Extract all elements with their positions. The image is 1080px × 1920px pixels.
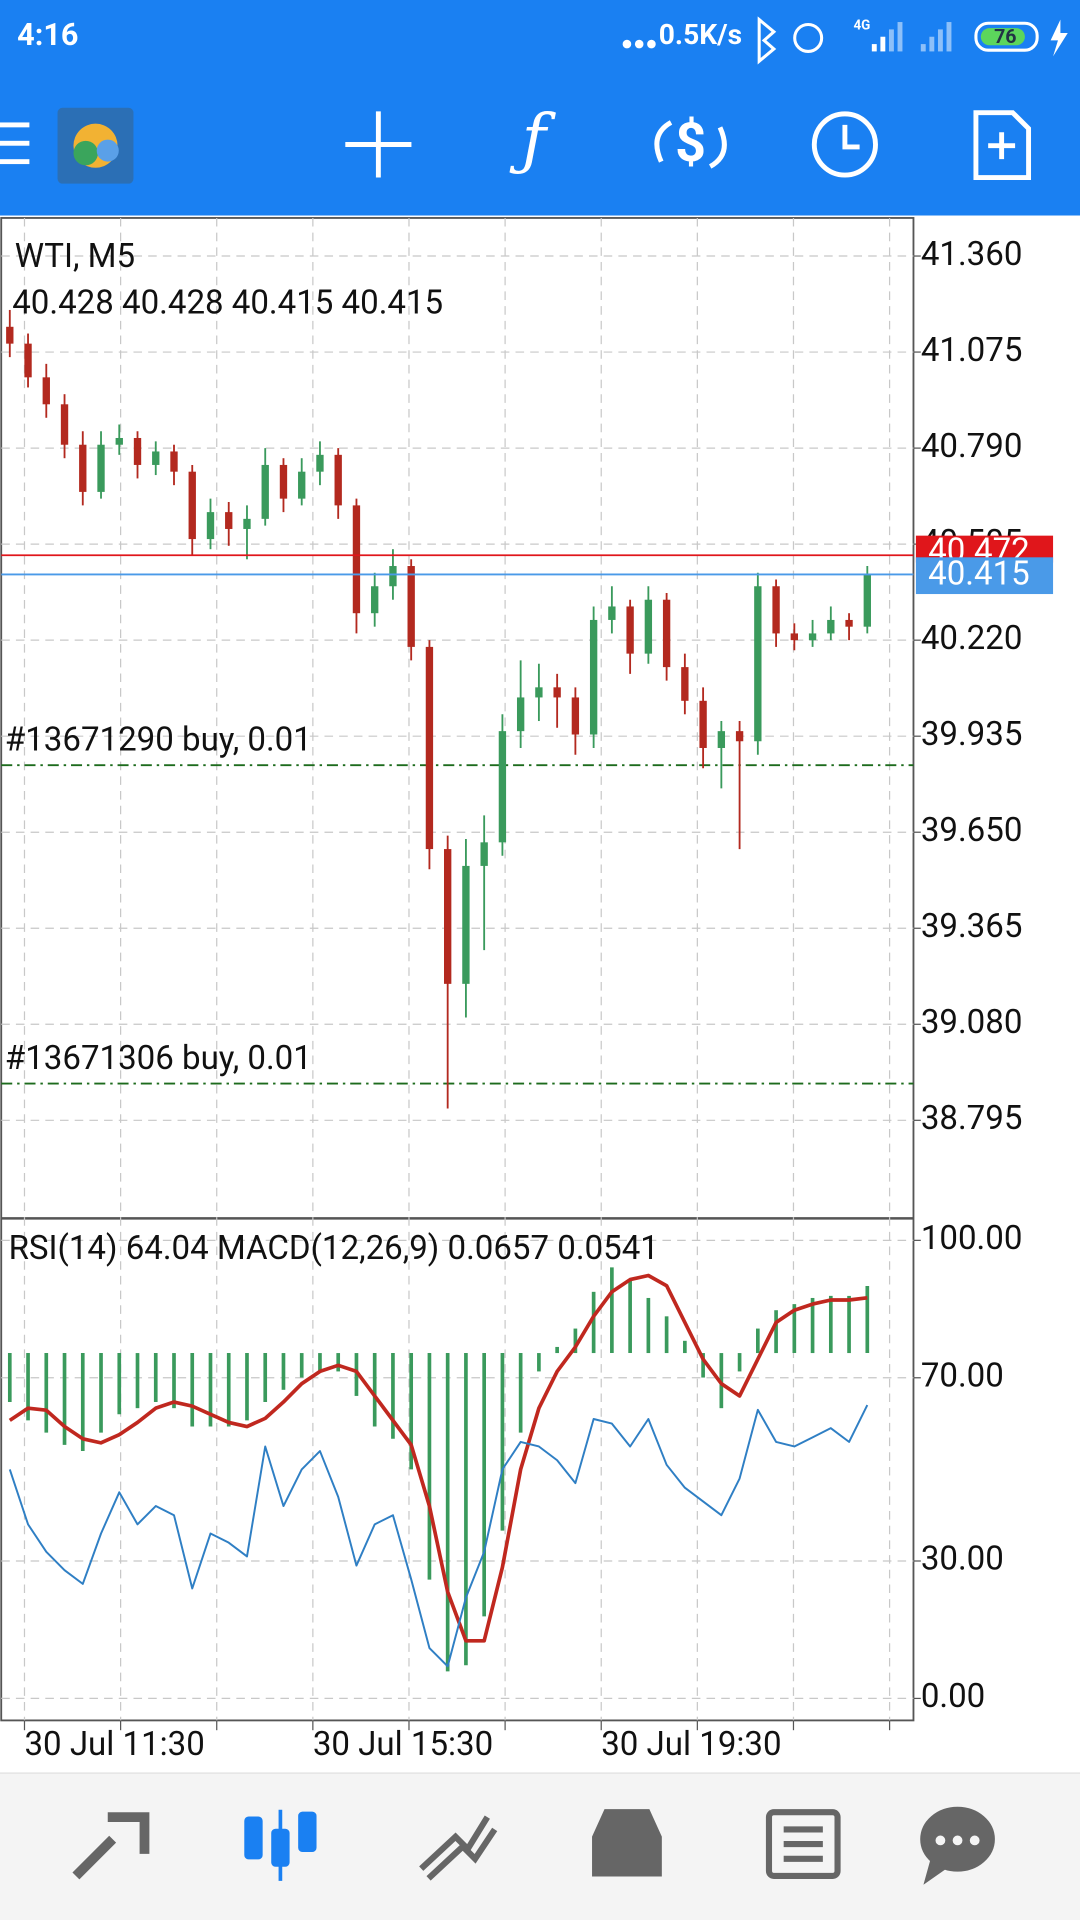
net-speed: 0.5K/s (659, 18, 742, 51)
price-tick-label: 38.795 (921, 1099, 1023, 1138)
candle-body (735, 731, 744, 742)
app-logo[interactable] (57, 107, 134, 184)
candle-body (845, 619, 853, 627)
indicator-tick-label: 100.00 (921, 1219, 1023, 1258)
chart-tab[interactable] (244, 1809, 317, 1881)
candle-body (60, 404, 69, 445)
candle-body (699, 700, 707, 748)
candle-body (334, 454, 342, 506)
candle-body (681, 667, 689, 701)
candle-body (462, 865, 470, 984)
candle-body (480, 842, 488, 866)
candle-body (863, 574, 871, 627)
time-label: 30 Jul 19:30 (601, 1725, 781, 1764)
candle-body (717, 731, 726, 748)
candle-body (243, 518, 251, 529)
price-tick-label: 39.650 (921, 811, 1023, 850)
candle-body (516, 697, 525, 732)
candle-body (571, 697, 580, 735)
price-tick-label: 39.080 (921, 1003, 1023, 1042)
candle-body (389, 566, 397, 587)
price-tick-label: 40.790 (921, 427, 1023, 466)
candle-body (535, 687, 543, 698)
bid-box (915, 557, 1054, 595)
time-label: 30 Jul 15:30 (313, 1725, 493, 1764)
candle-body (808, 633, 817, 641)
candle-body (225, 512, 233, 529)
price-tick-label: 41.075 (921, 331, 1023, 370)
candle-body (553, 687, 561, 698)
candle-body (790, 633, 798, 641)
price-tick-label: 41.360 (921, 235, 1023, 274)
symbol-label: WTI, M5 (15, 237, 135, 276)
candle-body (407, 566, 415, 647)
candle-body (498, 731, 507, 843)
indicator-tick-label: 0.00 (921, 1677, 985, 1716)
indicator-tick-label: 30.00 (921, 1540, 1004, 1579)
candle-body (316, 454, 324, 472)
candle-body (444, 849, 452, 984)
candle-body (352, 505, 361, 614)
candle-body (170, 451, 178, 472)
candle-body (206, 512, 215, 540)
candle-body (608, 606, 616, 620)
price-tick-label: 39.365 (921, 907, 1023, 946)
chart-frame (0, 217, 915, 1722)
news-tab[interactable] (765, 1809, 841, 1879)
new-order-button[interactable] (973, 110, 1032, 180)
chat-dots (935, 1835, 980, 1846)
menu-button[interactable] (0, 122, 30, 165)
timeframe-button[interactable] (811, 111, 878, 178)
candle-body (626, 606, 634, 654)
candle-body (79, 444, 87, 492)
candle-body (133, 437, 142, 465)
candle-body (827, 619, 835, 634)
indicator-tick-label: 70.00 (921, 1357, 1004, 1396)
candle-body (279, 464, 288, 499)
order-label: #13671290 buy, 0.01 (5, 721, 312, 760)
candle-body (644, 599, 653, 654)
candle-body (152, 451, 160, 465)
candle-body (24, 343, 32, 378)
time-label: 30 Jul 11:30 (24, 1725, 204, 1764)
candle-body (188, 471, 196, 540)
candle-body (662, 599, 671, 668)
candle-body (6, 326, 14, 344)
quotes-tab[interactable] (72, 1812, 150, 1880)
candle-body (261, 464, 269, 519)
candle-body (754, 586, 762, 742)
crosshair-button[interactable] (345, 111, 412, 178)
bottom-nav (0, 1773, 1080, 1920)
trade-tab[interactable] (419, 1815, 498, 1881)
price-tick-label: 39.935 (921, 715, 1023, 754)
ohlc-label: 40.428 40.428 40.415 40.415 (12, 284, 443, 323)
order-label: #13671306 buy, 0.01 (5, 1039, 312, 1078)
svg-text:$: $ (675, 112, 706, 175)
rsi-line (8, 1404, 869, 1668)
history-tab[interactable] (592, 1809, 662, 1877)
signal-line (8, 1273, 868, 1643)
battery-level: 76 (994, 25, 1016, 48)
indicator-label: RSI(14) 64.04 MACD(12,26,9) 0.0657 0.054… (9, 1229, 659, 1268)
candle-body (589, 619, 598, 735)
candle-body (42, 377, 50, 405)
candle-body (97, 444, 105, 492)
clock: 4:16 (17, 18, 78, 53)
network-type: 4G (853, 18, 870, 33)
symbol-button[interactable]: $ (654, 112, 727, 175)
candle-body (115, 437, 123, 445)
candle-body (371, 586, 379, 614)
candle-body (425, 646, 434, 850)
candle-body (298, 471, 306, 499)
bid-price: 40.415 (928, 554, 1030, 593)
price-tick-label: 40.220 (921, 619, 1023, 658)
candle-body (772, 586, 780, 634)
status-icons (622, 16, 1068, 65)
